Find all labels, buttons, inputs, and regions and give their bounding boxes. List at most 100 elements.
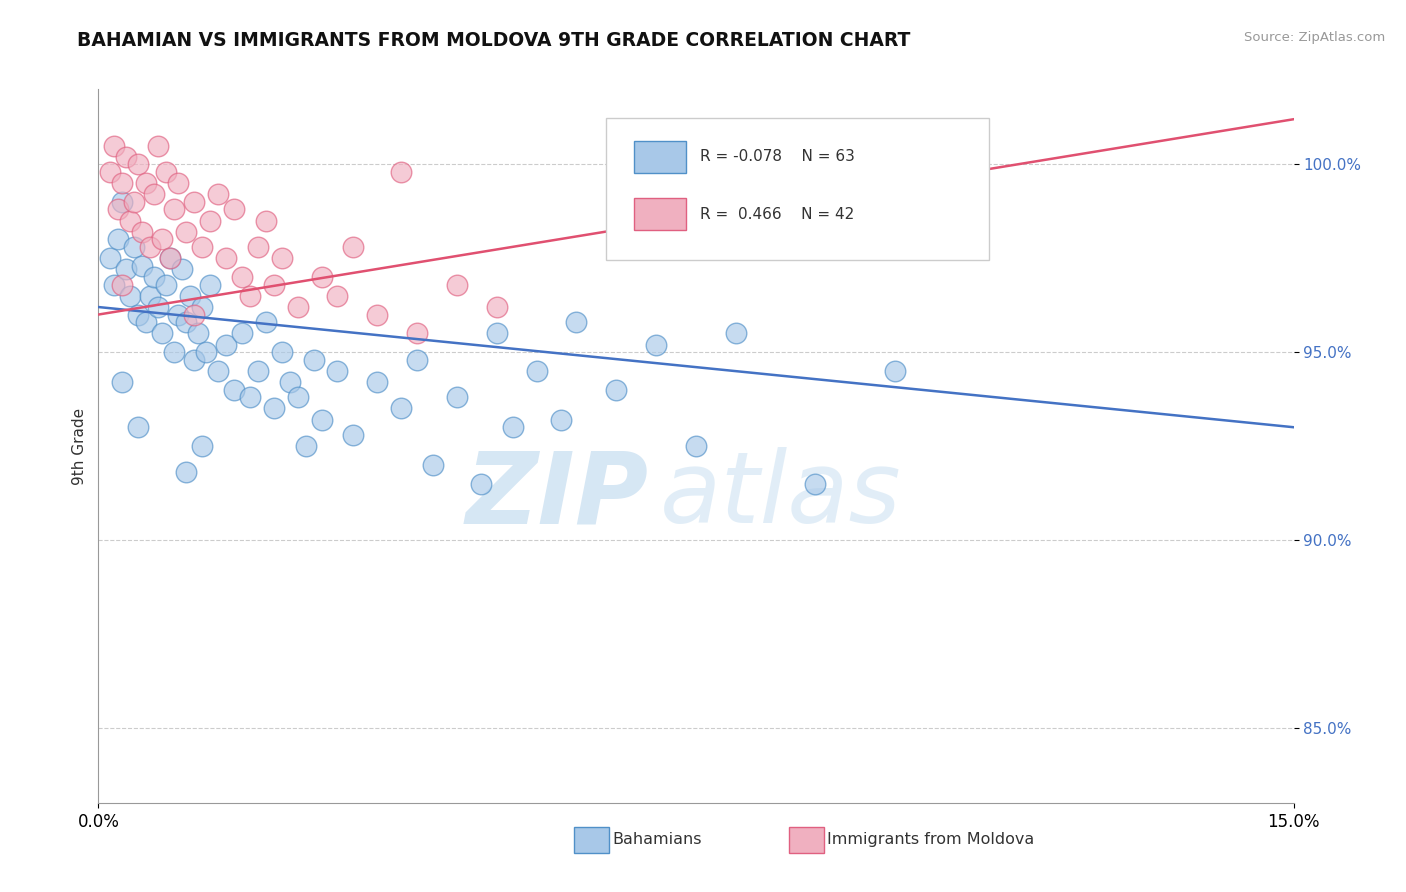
- FancyBboxPatch shape: [574, 827, 609, 853]
- Point: [148, 300, 170, 314]
- Point: [222, 383, 245, 397]
- Point: [215, 251, 238, 265]
- Point: [163, 202, 186, 217]
- Text: R =  0.466    N = 42: R = 0.466 N = 42: [700, 207, 853, 221]
- Point: [191, 300, 214, 314]
- Point: [485, 300, 508, 314]
- Point: [115, 262, 138, 277]
- Point: [143, 270, 166, 285]
- Point: [172, 262, 194, 277]
- Point: [135, 176, 157, 190]
- Point: [198, 213, 221, 227]
- Point: [645, 337, 668, 351]
- Point: [187, 326, 209, 341]
- Text: R = -0.078    N = 63: R = -0.078 N = 63: [700, 150, 855, 164]
- Point: [246, 240, 269, 254]
- Point: [804, 476, 827, 491]
- Point: [605, 383, 627, 397]
- Point: [124, 194, 146, 209]
- Point: [502, 420, 524, 434]
- Point: [139, 289, 162, 303]
- Point: [526, 364, 548, 378]
- Point: [207, 187, 229, 202]
- Point: [342, 240, 364, 254]
- Point: [111, 277, 134, 292]
- Point: [167, 308, 190, 322]
- Point: [550, 413, 572, 427]
- Point: [263, 277, 285, 292]
- Point: [191, 240, 214, 254]
- Point: [98, 165, 122, 179]
- Point: [131, 225, 153, 239]
- Point: [326, 289, 349, 303]
- Point: [103, 138, 125, 153]
- Point: [342, 427, 364, 442]
- Point: [263, 401, 285, 416]
- Point: [174, 465, 197, 479]
- Point: [115, 150, 138, 164]
- FancyBboxPatch shape: [634, 141, 686, 173]
- Point: [143, 187, 166, 202]
- Point: [124, 240, 146, 254]
- Text: Source: ZipAtlas.com: Source: ZipAtlas.com: [1244, 31, 1385, 45]
- Point: [155, 277, 177, 292]
- Point: [565, 315, 588, 329]
- Point: [198, 277, 221, 292]
- Point: [406, 326, 429, 341]
- Point: [111, 194, 134, 209]
- Point: [311, 413, 333, 427]
- Point: [270, 251, 292, 265]
- Point: [724, 326, 747, 341]
- Point: [239, 390, 262, 404]
- Point: [107, 232, 129, 246]
- FancyBboxPatch shape: [634, 198, 686, 230]
- Text: ZIP: ZIP: [465, 448, 648, 544]
- Point: [278, 375, 301, 389]
- Point: [884, 364, 907, 378]
- Text: atlas: atlas: [661, 448, 901, 544]
- Point: [127, 420, 149, 434]
- Point: [195, 345, 218, 359]
- Y-axis label: 9th Grade: 9th Grade: [72, 408, 87, 484]
- Point: [139, 240, 162, 254]
- Point: [183, 194, 205, 209]
- Point: [103, 277, 125, 292]
- Point: [685, 439, 707, 453]
- Point: [174, 225, 197, 239]
- Point: [446, 277, 468, 292]
- Point: [159, 251, 181, 265]
- Point: [470, 476, 492, 491]
- Point: [389, 165, 412, 179]
- Point: [174, 315, 197, 329]
- Point: [446, 390, 468, 404]
- Point: [222, 202, 245, 217]
- Text: Bahamians: Bahamians: [613, 832, 702, 847]
- Point: [422, 458, 444, 472]
- Point: [179, 289, 201, 303]
- Point: [191, 439, 214, 453]
- Point: [111, 176, 134, 190]
- Point: [148, 138, 170, 153]
- Point: [366, 375, 388, 389]
- Point: [287, 300, 309, 314]
- Point: [406, 352, 429, 367]
- Point: [183, 308, 205, 322]
- FancyBboxPatch shape: [606, 118, 988, 260]
- Point: [120, 213, 142, 227]
- Point: [389, 401, 412, 416]
- Point: [127, 157, 149, 171]
- Point: [150, 326, 173, 341]
- Point: [311, 270, 333, 285]
- Text: BAHAMIAN VS IMMIGRANTS FROM MOLDOVA 9TH GRADE CORRELATION CHART: BAHAMIAN VS IMMIGRANTS FROM MOLDOVA 9TH …: [77, 31, 911, 50]
- Point: [150, 232, 173, 246]
- Point: [302, 352, 325, 367]
- Point: [254, 315, 277, 329]
- Point: [485, 326, 508, 341]
- Point: [167, 176, 190, 190]
- Point: [246, 364, 269, 378]
- Point: [155, 165, 177, 179]
- Point: [120, 289, 142, 303]
- Point: [131, 259, 153, 273]
- Point: [326, 364, 349, 378]
- Point: [270, 345, 292, 359]
